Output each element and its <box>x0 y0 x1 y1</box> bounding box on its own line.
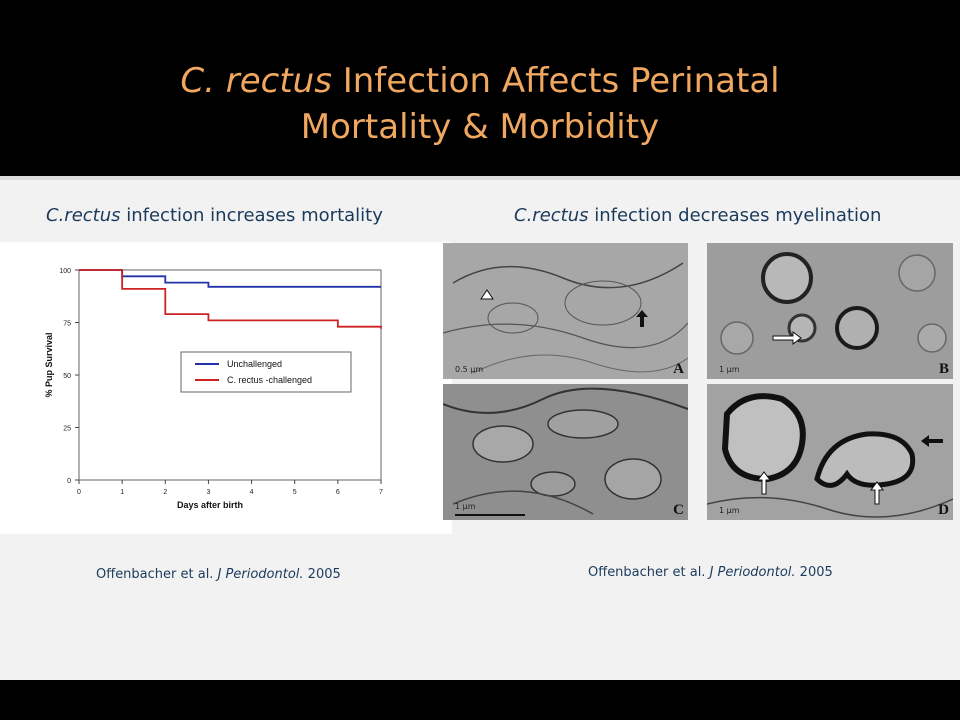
legend-label-1: C. rectus -challenged <box>227 375 312 385</box>
x-tick-label-2: 2 <box>163 489 167 496</box>
y-tick-label-3: 75 <box>63 321 71 328</box>
right-subtitle: C.rectus infection decreases myelination <box>514 205 881 226</box>
micrograph-b: 1 µm B <box>707 243 953 379</box>
micrograph-a: 0.5 µm A <box>443 243 688 379</box>
micrograph-b-scale: 1 µm <box>719 365 740 374</box>
right-subtitle-italic: C.rectus <box>514 205 589 226</box>
title-line2: Mortality & Morbidity <box>300 107 660 147</box>
right-citation-year: 2005 <box>795 565 833 580</box>
y-tick-label-2: 50 <box>63 373 71 380</box>
micrograph-c-scalebar <box>455 514 525 516</box>
x-tick-label-3: 3 <box>206 489 210 496</box>
survival-chart-panel: 0 1 2 3 4 5 6 7 0 25 50 75 100 Days after birth % Pup … <box>0 242 452 534</box>
left-citation-journal: J Periodontol. <box>217 567 304 582</box>
x-axis-label: Days after birth <box>177 500 243 510</box>
x-tick-label-6: 6 <box>336 489 340 496</box>
survival-chart: 0 1 2 3 4 5 6 7 0 25 50 75 100 Days after birth % Pup … <box>44 268 383 510</box>
micrograph-d-scale: 1 µm <box>719 506 740 515</box>
micrograph-d: 1 µm D <box>707 384 953 520</box>
right-subtitle-rest: infection decreases myelination <box>588 205 882 226</box>
series-line-0 <box>79 269 381 288</box>
right-citation: Offenbacher et al. J Periodontol. 2005 <box>588 565 833 580</box>
x-tick-label-5: 5 <box>293 489 297 496</box>
micrograph-c: 1 µm C <box>443 384 688 520</box>
micrograph-d-texture <box>707 384 953 520</box>
micrograph-a-texture <box>443 243 688 379</box>
left-subtitle-rest: infection increases mortality <box>120 205 383 226</box>
x-tick-label-1: 1 <box>120 489 124 496</box>
micrograph-c-label: C <box>673 502 684 518</box>
micrograph-a-scale: 0.5 µm <box>455 365 484 374</box>
x-tick-label-0: 0 <box>77 489 81 496</box>
y-tick-label-4: 100 <box>59 268 71 275</box>
series-line-1 <box>79 269 382 329</box>
micrograph-c-scale: 1 µm <box>455 502 476 511</box>
x-tick-label-4: 4 <box>250 489 254 496</box>
micrograph-b-label: B <box>938 361 949 377</box>
left-citation-authors: Offenbacher et al. <box>96 567 218 582</box>
legend-box <box>180 351 352 393</box>
title-italic-organism: C. rectus <box>180 61 332 101</box>
slide-title: C. rectus Infection Affects Perinatal Mo… <box>0 58 960 150</box>
micrograph-a-label: A <box>673 361 684 377</box>
left-citation: Offenbacher et al. J Periodontol. 2005 <box>96 567 341 582</box>
right-citation-authors: Offenbacher et al. <box>588 565 710 580</box>
header-divider <box>0 176 960 180</box>
micrograph-c-texture <box>443 384 688 520</box>
left-subtitle-italic: C.rectus <box>46 205 121 226</box>
y-tick-label-1: 25 <box>63 426 71 433</box>
legend-label-0: Unchallenged <box>227 359 282 369</box>
y-axis-label: % Pup Survival <box>44 332 54 397</box>
left-citation-year: 2005 <box>303 567 341 582</box>
micrograph-b-texture <box>707 243 953 379</box>
right-citation-journal: J Periodontol. <box>709 565 796 580</box>
micrograph-d-label: D <box>938 502 949 518</box>
y-tick-label-0: 0 <box>67 478 71 485</box>
slide-header: C. rectus Infection Affects Perinatal Mo… <box>0 0 960 176</box>
title-line1-rest: Infection Affects Perinatal <box>331 61 780 101</box>
left-subtitle: C.rectus infection increases mortality <box>46 205 383 226</box>
x-tick-label-7: 7 <box>379 489 383 496</box>
